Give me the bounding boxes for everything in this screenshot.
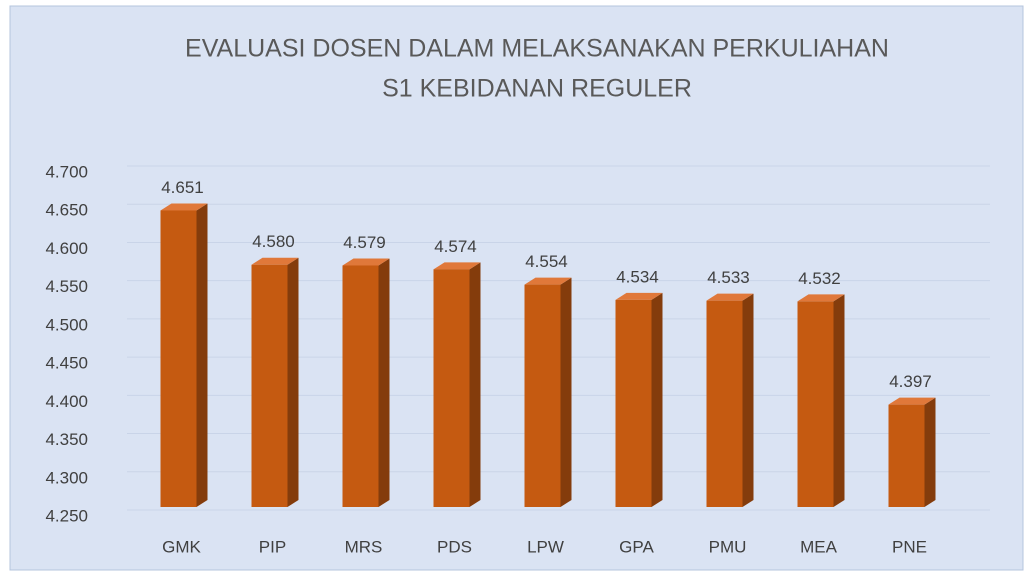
bar [433,262,481,507]
bar [797,294,845,507]
bar-top [251,257,299,265]
data-label: 4.580 [252,232,295,251]
bar-side [560,277,572,507]
x-tick-label: PIP [259,537,286,556]
bar-front [524,284,561,507]
y-tick-label: 4.250 [45,506,88,525]
x-tick-label: GMK [162,537,201,556]
y-tick-label: 4.650 [45,201,88,220]
bar [524,277,572,507]
bar-side [378,258,390,507]
bar-top [706,293,754,301]
bar-top [797,294,845,302]
bar [251,257,299,507]
x-tick-label: PNE [892,537,927,556]
y-tick-label: 4.350 [45,430,88,449]
y-tick-label: 4.450 [45,354,88,373]
chart-title: EVALUASI DOSEN DALAM MELAKSANAKAN PERKUL… [185,35,889,63]
bar [888,397,936,507]
x-tick-label: LPW [527,537,564,556]
bar-front [615,299,652,507]
x-tick-label: MRS [345,537,383,556]
x-tick-label: GPA [619,537,654,556]
data-label: 4.397 [889,372,932,391]
y-tick-label: 4.300 [45,468,88,487]
data-label: 4.651 [161,178,204,197]
bar-side [196,203,208,508]
data-label: 4.533 [707,268,750,287]
bar [615,292,663,507]
y-tick-label: 4.600 [45,239,88,258]
y-tick-label: 4.400 [45,392,88,411]
bar-front [888,404,925,507]
bar-top [888,397,936,405]
data-label: 4.554 [525,252,568,271]
data-label: 4.534 [616,267,659,286]
bar-top [433,262,481,270]
bar-side [287,257,299,507]
bar-side [924,397,936,507]
bar-top [342,258,390,266]
bar-side [833,294,845,507]
bar [342,258,390,507]
x-tick-label: MEA [800,537,838,556]
y-tick-label: 4.700 [45,162,88,181]
y-tick-label: 4.550 [45,277,88,296]
bar-top [160,203,208,211]
bar-side [469,262,481,507]
y-tick-label: 4.500 [45,315,88,334]
bar [706,293,754,507]
bar-front [797,301,834,507]
bar-side [651,292,663,507]
bar-front [706,300,743,507]
bar-front [160,210,197,508]
x-tick-label: PMU [709,537,747,556]
data-label: 4.532 [798,269,841,288]
bar-top [524,277,572,285]
bar-top [615,292,663,300]
bar-front [251,264,288,507]
bar [160,203,208,508]
bar-side [742,293,754,507]
data-label: 4.579 [343,233,386,252]
data-label: 4.574 [434,237,477,256]
bar-front [342,265,379,507]
chart-subtitle: S1 KEBIDANAN REGULER [382,75,692,103]
x-tick-label: PDS [437,537,472,556]
bar-front [433,269,470,507]
